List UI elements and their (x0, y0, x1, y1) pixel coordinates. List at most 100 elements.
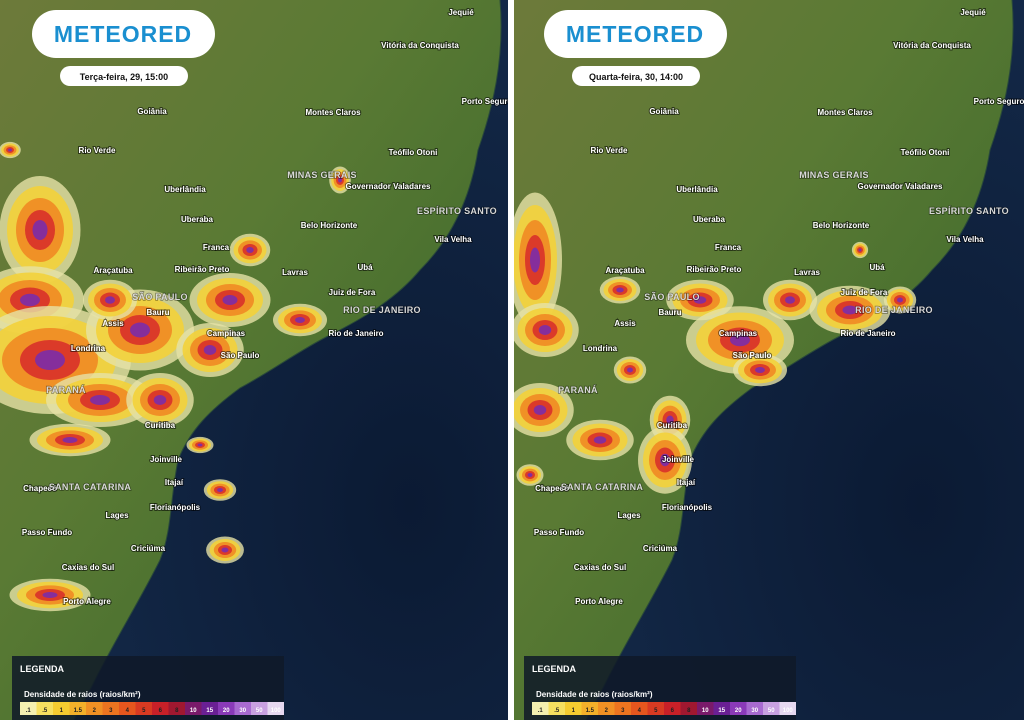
legend-subtitle: Densidade de raios (raios/km²) (24, 690, 141, 699)
place-label: Bauru (146, 308, 169, 317)
place-label: Itajaí (677, 478, 696, 487)
legend-swatch (119, 702, 136, 715)
storm-cell (527, 473, 533, 477)
place-label: Criciúma (643, 544, 678, 553)
storm-cell (222, 295, 238, 305)
place-label: Rio Verde (591, 146, 628, 155)
storm-cell (593, 436, 607, 444)
place-label: Governador Valadares (346, 182, 431, 191)
legend-swatch (713, 702, 730, 715)
storm-cell (785, 296, 795, 304)
place-label: Belo Horizonte (813, 221, 870, 230)
region-label: SANTA CATARINA (49, 482, 132, 492)
storm-cell (693, 296, 707, 304)
legend-scale-label: 4 (638, 708, 642, 714)
storm-cell (105, 296, 115, 304)
legend-scale-label: 1.5 (74, 708, 83, 714)
region-label: PARANÁ (558, 385, 598, 395)
place-label: Ribeirão Preto (175, 265, 230, 274)
place-label: Franca (715, 243, 742, 252)
place-label: Chapecó (535, 484, 569, 493)
storm-cell (295, 317, 305, 323)
place-label: Vitória da Conquista (893, 41, 971, 50)
place-label: Montes Claros (817, 108, 873, 117)
legend-swatch (135, 702, 152, 715)
legend-swatch (201, 702, 218, 715)
divider (508, 0, 514, 720)
place-label: Montes Claros (305, 108, 361, 117)
legend-scale-label: .1 (26, 708, 32, 714)
place-label: Governador Valadares (858, 182, 943, 191)
region-label: MINAS GERAIS (799, 170, 869, 180)
place-label: Chapecó (23, 484, 57, 493)
legend-swatch (697, 702, 714, 715)
legend-swatch (218, 702, 235, 715)
legend-title: LEGENDA (532, 664, 577, 674)
region-label: ESPÍRITO SANTO (417, 206, 497, 216)
legend-swatch (86, 702, 103, 715)
storm-cell (42, 592, 58, 598)
legend-scale-label: 8 (175, 708, 179, 714)
place-label: Caxias do Sul (574, 563, 626, 572)
legend-swatch (69, 702, 86, 715)
region-label: ESPÍRITO SANTO (929, 206, 1009, 216)
legend-scale-label: 2 (605, 708, 609, 714)
legend-scale-label: 6 (159, 708, 163, 714)
storm-cell (897, 297, 903, 303)
place-label: Teófilo Otoni (389, 148, 438, 157)
legend-swatch (185, 702, 202, 715)
legend-swatch (565, 702, 582, 715)
time-badge (572, 66, 700, 86)
legend-scale-label: .1 (538, 708, 544, 714)
place-label: Lavras (282, 268, 308, 277)
region-label: SÃO PAULO (644, 292, 700, 302)
legend-scale-label: 20 (223, 708, 230, 714)
legend-scale-label: 30 (751, 708, 758, 714)
storm-cell (538, 325, 552, 335)
legend-swatch (763, 702, 780, 715)
legend-scale-label: 50 (256, 708, 263, 714)
place-label: Joinville (662, 455, 695, 464)
place-label: Jequié (448, 8, 474, 17)
storm-cell (32, 220, 48, 240)
legend-scale-label: 2 (93, 708, 97, 714)
legend-swatch (168, 702, 185, 715)
legend-scale-label: 5 (654, 708, 658, 714)
storm-cell (530, 247, 540, 273)
legend-swatch (548, 702, 565, 715)
legend-scale-label: 10 (190, 708, 197, 714)
place-label: Criciúma (131, 544, 166, 553)
storm-cell (62, 437, 78, 443)
place-label: Caxias do Sul (62, 563, 114, 572)
legend-swatch (532, 702, 549, 715)
storm-cell (197, 443, 203, 447)
place-label: Porto Seguro (974, 97, 1024, 106)
place-label: Passo Fundo (22, 528, 72, 537)
legend-scale-label: 20 (735, 708, 742, 714)
storm-cell (246, 247, 254, 253)
legend-swatch (631, 702, 648, 715)
place-label: Lavras (794, 268, 820, 277)
storm-cell (338, 177, 342, 183)
place-label: Ubá (357, 263, 373, 272)
place-label: Jequié (960, 8, 986, 17)
legend-swatch (647, 702, 664, 715)
place-label: Araçatuba (93, 266, 133, 275)
legend-title: LEGENDA (20, 664, 65, 674)
legend-swatch (598, 702, 615, 715)
legend-scale-label: .5 (554, 708, 560, 714)
place-label: Itajaí (165, 478, 184, 487)
legend-swatch (746, 702, 763, 715)
place-label: Juiz de Fora (329, 288, 376, 297)
legend-scale-label: 15 (718, 708, 725, 714)
place-label: Londrina (583, 344, 618, 353)
storm-cell (660, 453, 670, 467)
place-label: Lages (617, 511, 641, 520)
place-label: Florianópolis (662, 503, 713, 512)
place-label: Vitória da Conquista (381, 41, 459, 50)
legend-scale-label: 100 (783, 708, 794, 714)
place-label: Passo Fundo (534, 528, 584, 537)
storm-cell (203, 345, 217, 355)
storm-cell (221, 547, 229, 553)
place-label: Porto Alegre (575, 597, 623, 606)
